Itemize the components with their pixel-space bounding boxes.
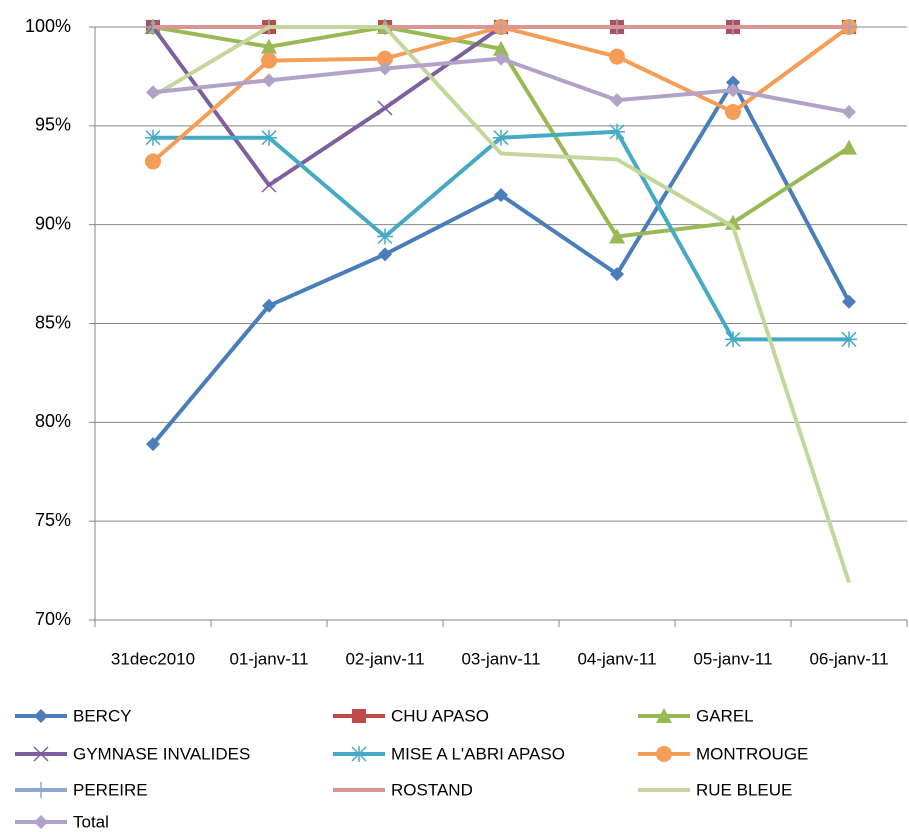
y-tick-label: 80% [35, 411, 71, 431]
x-tick-label: 06-janv-11 [809, 649, 888, 668]
marker [378, 247, 392, 262]
marker [34, 815, 48, 829]
x-tick-label: 31dec2010 [111, 649, 195, 668]
x-tick-label: 03-janv-11 [461, 649, 540, 668]
marker [33, 782, 49, 798]
legend-label: ROSTAND [391, 780, 473, 799]
marker [145, 129, 161, 146]
marker [841, 139, 857, 155]
marker [146, 85, 160, 100]
marker [842, 104, 856, 119]
marker [610, 267, 624, 282]
marker [378, 61, 392, 76]
marker [610, 93, 624, 108]
legend-item: CHU APASO [333, 706, 489, 725]
x-tick-label: 01-janv-11 [229, 649, 308, 668]
legend-item: ROSTAND [333, 780, 473, 799]
legend-label: BERCY [73, 706, 132, 725]
legend-label: GAREL [696, 706, 754, 725]
marker [656, 708, 672, 723]
y-tick-label: 100% [25, 16, 71, 36]
marker [146, 437, 160, 452]
legend-label: CHU APASO [391, 706, 489, 725]
marker [33, 746, 49, 762]
marker [493, 129, 509, 146]
legend-label: RUE BLEUE [696, 780, 792, 799]
legend-label: PEREIRE [73, 780, 148, 799]
marker [726, 75, 740, 90]
series [146, 75, 856, 452]
legend-label: MISE A L'ABRI APASO [391, 744, 565, 763]
legend-item: MISE A L'ABRI APASO [333, 744, 565, 763]
y-tick-label: 85% [35, 312, 71, 332]
marker [494, 188, 508, 203]
legend-item: Total [15, 812, 109, 831]
marker [726, 83, 740, 98]
marker [494, 51, 508, 66]
marker [262, 298, 276, 313]
marker [656, 746, 672, 762]
series [151, 25, 851, 584]
legend-label: GYMNASE INVALIDES [73, 744, 250, 763]
x-tick-label: 02-janv-11 [345, 649, 424, 668]
marker [609, 228, 625, 244]
series-line [151, 25, 851, 584]
y-tick-label: 95% [35, 115, 71, 135]
marker [725, 331, 741, 348]
legend-item: GYMNASE INVALIDES [15, 744, 250, 763]
x-tick-label: 05-janv-11 [693, 649, 772, 668]
legend-label: MONTROUGE [696, 744, 808, 763]
series-line [153, 129, 849, 342]
y-tick-label: 90% [35, 213, 71, 233]
y-tick-label: 70% [35, 609, 71, 629]
legend-item: PEREIRE [15, 780, 148, 799]
marker [725, 103, 741, 120]
series [145, 123, 857, 348]
legend-item: GAREL [638, 706, 754, 725]
marker [609, 48, 625, 65]
marker [261, 52, 277, 69]
marker [609, 123, 625, 140]
marker [261, 129, 277, 146]
x-tick-label: 04-janv-11 [577, 649, 656, 668]
legend-label: Total [73, 812, 109, 831]
y-tick-label: 75% [35, 510, 71, 530]
marker [261, 38, 277, 54]
marker [145, 153, 161, 170]
series [146, 51, 856, 119]
marker [352, 709, 366, 723]
marker [493, 40, 509, 56]
marker [351, 746, 367, 762]
marker [377, 100, 393, 116]
marker [842, 294, 856, 309]
legend-item: RUE BLEUE [638, 780, 792, 799]
marker [34, 709, 48, 723]
legend-item: MONTROUGE [638, 744, 808, 763]
marker [377, 228, 393, 245]
marker [377, 50, 393, 67]
marker [261, 177, 277, 193]
marker [841, 331, 857, 348]
marker [262, 73, 276, 88]
legend-item: BERCY [15, 706, 132, 725]
